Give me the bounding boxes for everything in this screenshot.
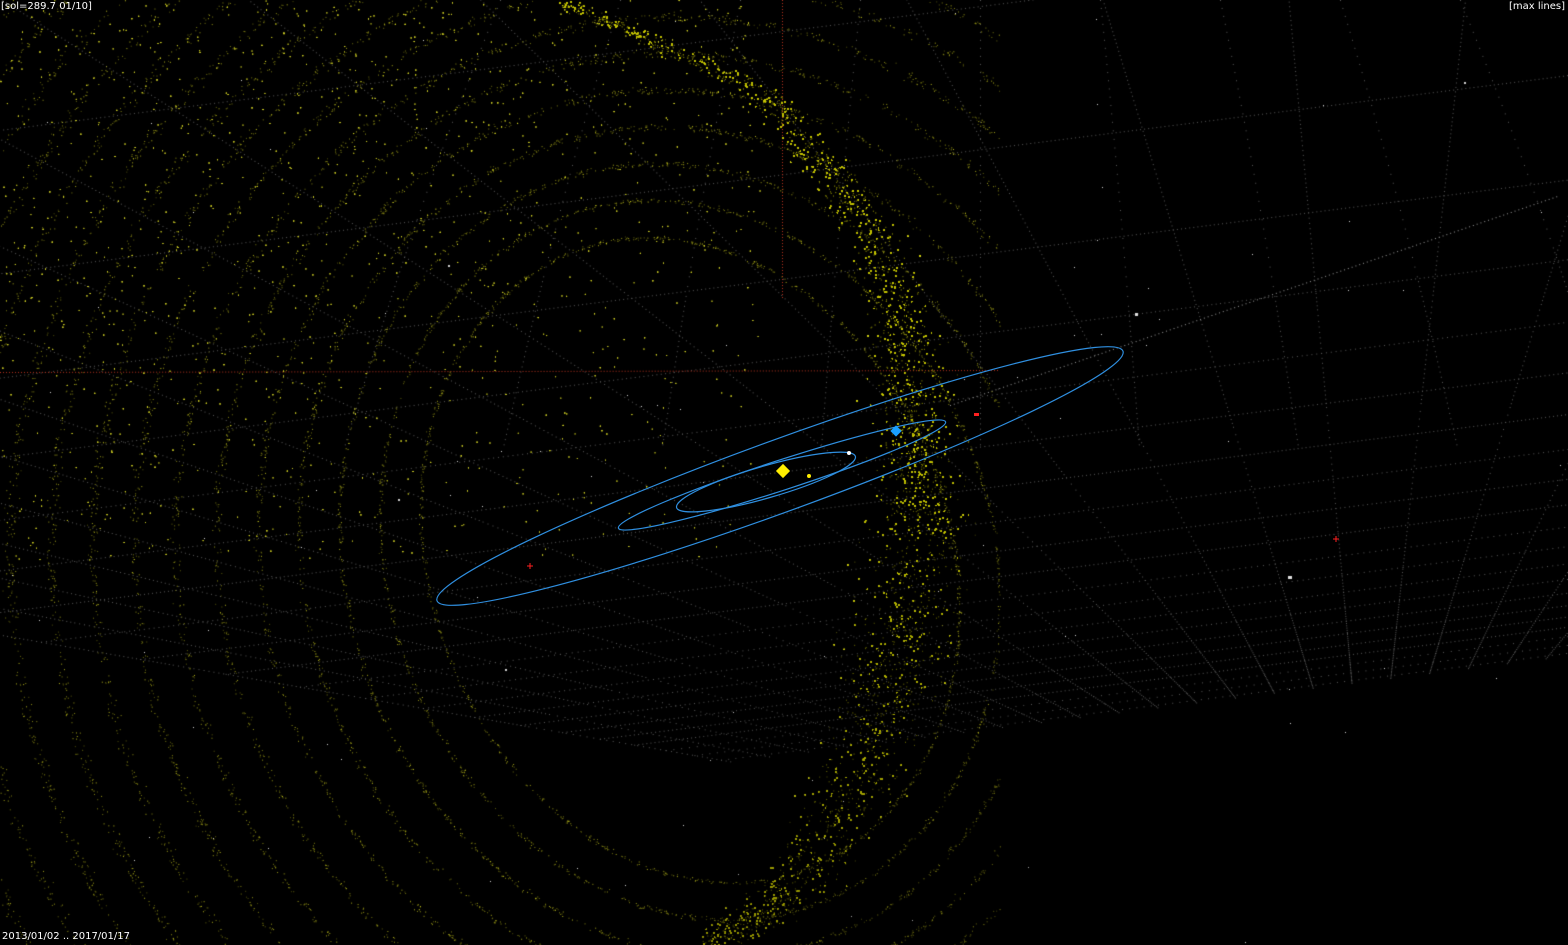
- date-range-readout: 2013/01/02 .. 2017/01/17: [2, 931, 130, 942]
- max-lines-toggle[interactable]: [max lines]: [1508, 1, 1565, 12]
- status-readout: [sol=289.7 01/10]: [1, 1, 92, 12]
